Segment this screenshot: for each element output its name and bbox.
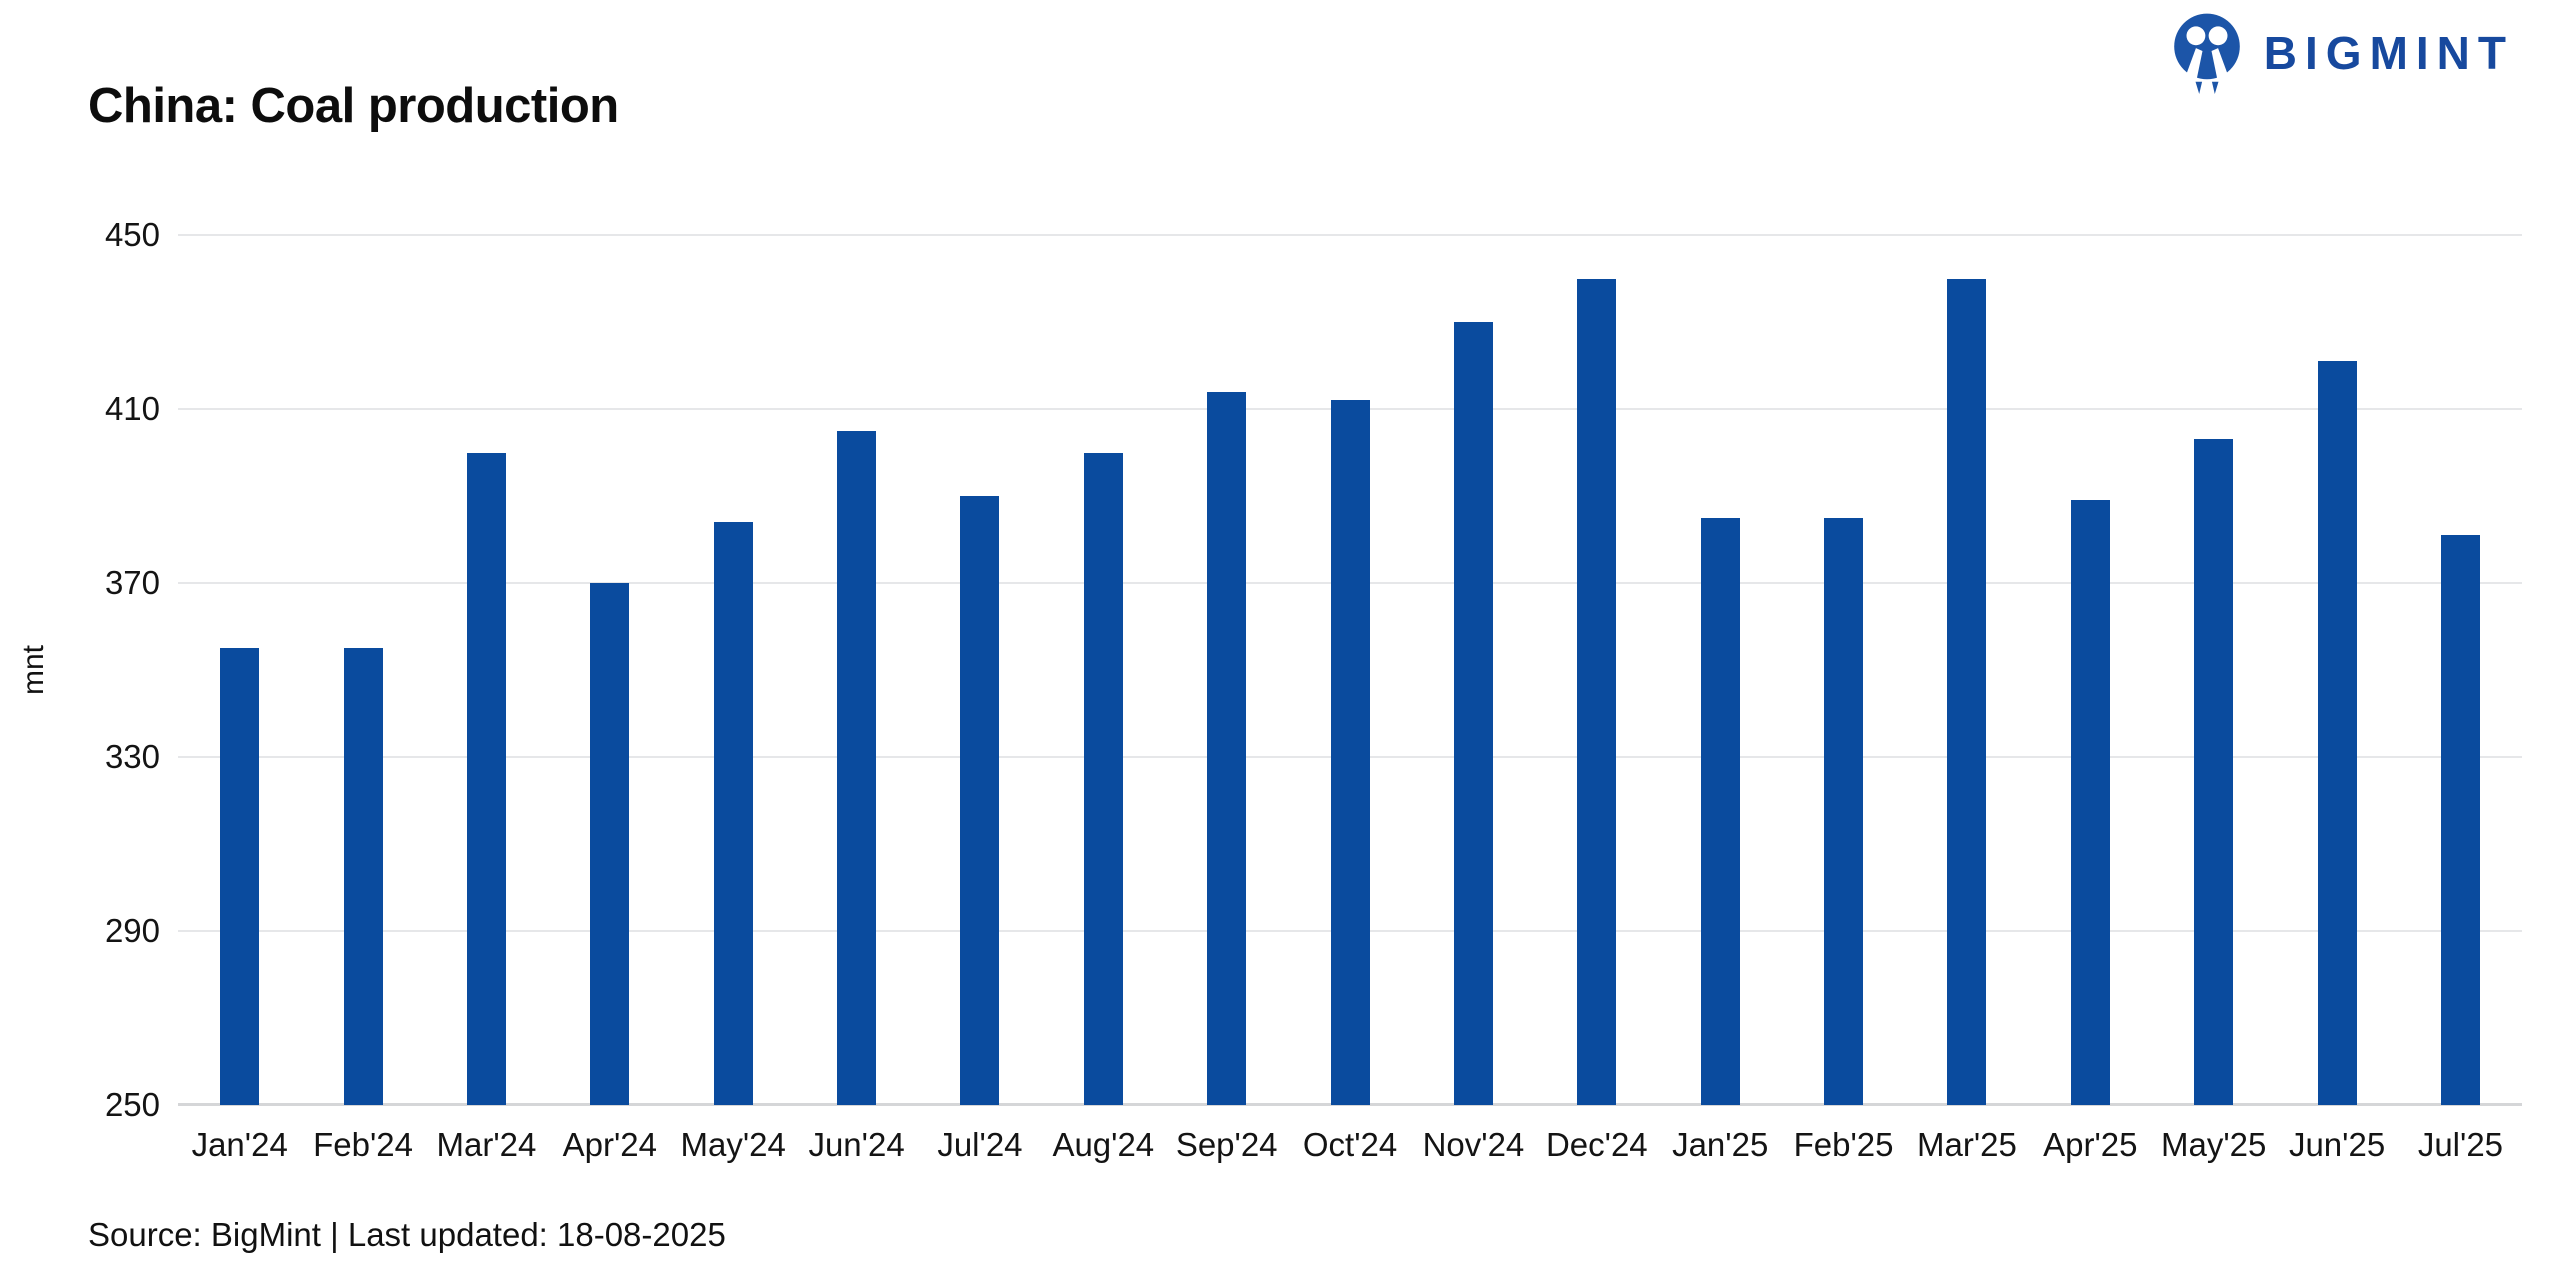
bar-Mar'24[interactable] xyxy=(466,452,506,1105)
page-title: China: Coal production xyxy=(88,79,619,133)
bigmint-logo: BIGMINT xyxy=(2166,10,2514,96)
bar-Jun'25[interactable] xyxy=(2317,361,2357,1105)
x-axis-labels: Jan'24 Feb'24 Mar'24 Apr'24 May'24 Jun'24 Jul'… xyxy=(178,1126,2522,1182)
bar-slot xyxy=(1782,235,1905,1105)
bar-slot xyxy=(1905,235,2028,1105)
bar-Jul'25[interactable] xyxy=(2440,535,2480,1105)
bar-slot xyxy=(425,235,548,1105)
x-tick-label: Feb'25 xyxy=(1793,1126,1894,1163)
y-tick-label: 410 xyxy=(104,390,160,427)
source-note: Source: BigMint | Last updated: 18-08-20… xyxy=(88,1216,726,1253)
bar-Aug'24[interactable] xyxy=(1083,452,1123,1105)
x-tick-label: May'24 xyxy=(680,1126,786,1163)
y-tick-label: 330 xyxy=(104,738,160,775)
bar-Nov'24[interactable] xyxy=(1453,322,1493,1105)
bar-slot xyxy=(1165,235,1288,1105)
bar-slot xyxy=(301,235,424,1105)
bigmint-logo-icon xyxy=(2173,13,2240,94)
x-tick-label: Aug'24 xyxy=(1052,1126,1155,1163)
bar-Feb'24[interactable] xyxy=(343,648,383,1105)
y-tick-label: 250 xyxy=(104,1086,160,1123)
x-tick-label: Jan'24 xyxy=(191,1126,288,1163)
x-tick-label: Jul'25 xyxy=(2417,1126,2504,1163)
x-tick-label: Nov'24 xyxy=(1422,1126,1525,1163)
bar-Mar'25[interactable] xyxy=(1947,278,1987,1105)
y-tick-label: 370 xyxy=(104,564,160,601)
bar-slot xyxy=(2275,235,2398,1105)
bar-slot xyxy=(672,235,795,1105)
bar-slot xyxy=(2029,235,2152,1105)
bar-Apr'24[interactable] xyxy=(590,583,630,1105)
bar-slot xyxy=(918,235,1041,1105)
bar-May'25[interactable] xyxy=(2194,439,2234,1105)
x-tick-label: Oct'24 xyxy=(1302,1126,1398,1163)
x-tick-label: Jan'25 xyxy=(1672,1126,1769,1163)
bar-Sep'24[interactable] xyxy=(1207,391,1247,1105)
x-tick-label: Feb'24 xyxy=(313,1126,413,1163)
x-tick-label: Mar'24 xyxy=(436,1126,537,1163)
bar-Jan'24[interactable] xyxy=(220,648,260,1105)
y-tick-label: 290 xyxy=(104,912,160,949)
bar-May'24[interactable] xyxy=(713,522,753,1105)
bar-slot xyxy=(2152,235,2275,1105)
bar-slot xyxy=(2399,235,2522,1105)
bar-slot xyxy=(1659,235,1782,1105)
gridline xyxy=(178,234,2522,236)
bar-slot xyxy=(1042,235,1165,1105)
y-tick-label: 450 xyxy=(104,216,160,253)
x-tick-label: May'25 xyxy=(2161,1126,2267,1163)
bar-slot xyxy=(1288,235,1411,1105)
bar-Dec'24[interactable] xyxy=(1577,278,1617,1105)
x-tick-label: Apr'24 xyxy=(562,1126,657,1163)
bar-slot xyxy=(1412,235,1535,1105)
bigmint-logo-text: BIGMINT xyxy=(2263,27,2514,79)
y-axis-ticks: 250 290 330 370 410 450 xyxy=(0,216,160,1123)
bar-Oct'24[interactable] xyxy=(1330,400,1370,1105)
x-tick-label: Mar'25 xyxy=(1917,1126,2017,1163)
bar-Feb'25[interactable] xyxy=(1824,517,1864,1105)
x-tick-label: Jul'24 xyxy=(937,1126,1023,1163)
x-tick-label: Jun'24 xyxy=(808,1126,905,1163)
bar-Jul'24[interactable] xyxy=(960,496,1000,1105)
bar-Jan'25[interactable] xyxy=(1700,517,1740,1105)
x-tick-label: Dec'24 xyxy=(1545,1126,1648,1163)
x-tick-label: Jun'25 xyxy=(2288,1126,2386,1163)
bar-slot xyxy=(795,235,918,1105)
bar-Apr'25[interactable] xyxy=(2070,500,2110,1105)
bars-container xyxy=(178,235,2522,1105)
plot-area xyxy=(178,234,2522,1106)
bar-slot xyxy=(548,235,671,1105)
bar-slot xyxy=(178,235,301,1105)
x-tick-label: Apr'25 xyxy=(2043,1126,2138,1163)
x-tick-label: Sep'24 xyxy=(1175,1126,1278,1163)
bar-Jun'24[interactable] xyxy=(837,430,877,1105)
bar-slot xyxy=(1535,235,1658,1105)
